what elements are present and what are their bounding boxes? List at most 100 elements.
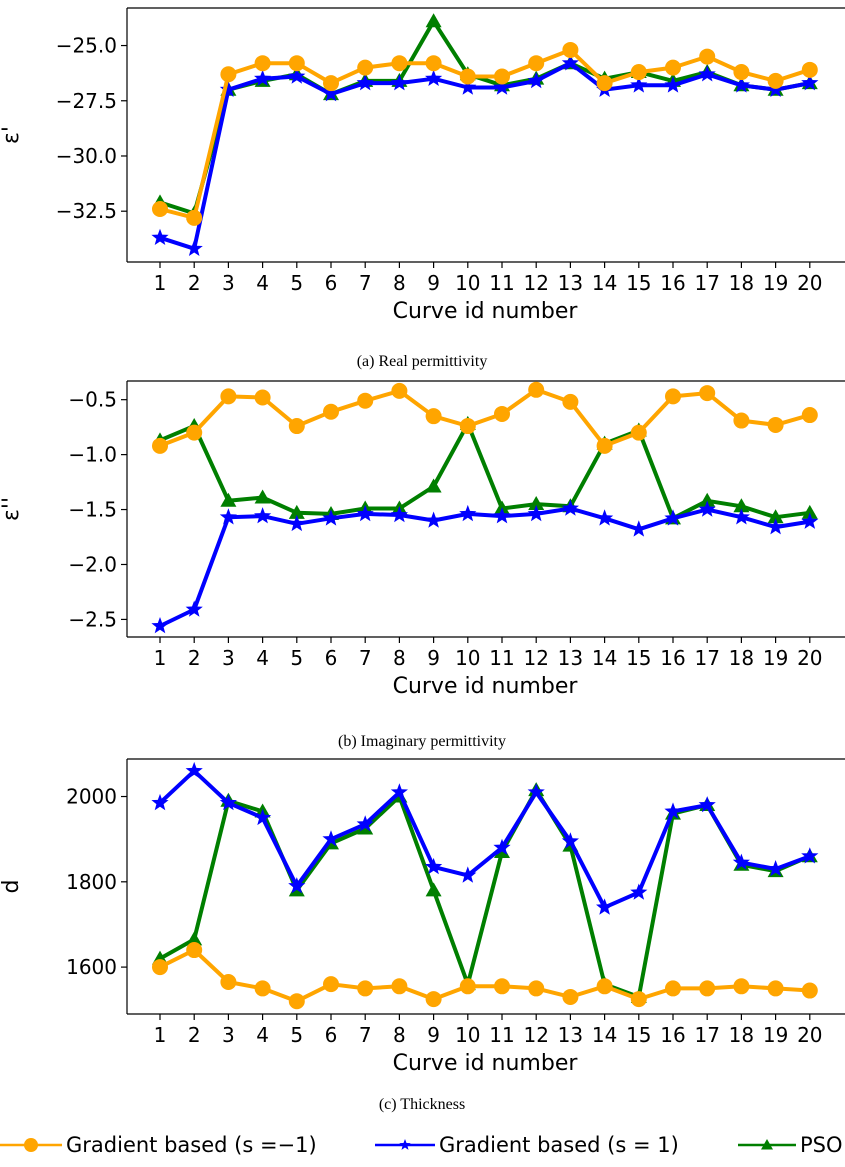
data-point [767,518,785,535]
data-point [596,75,613,92]
data-point [357,59,374,76]
x-tick-label: 5 [290,271,303,295]
data-point [493,507,511,524]
x-tick-label: 12 [523,646,548,670]
data-point [254,69,272,86]
series-pso [152,13,818,220]
x-tick-label: 15 [626,646,651,670]
data-point [494,68,510,85]
data-point [254,55,271,72]
x-tick-label: 1 [154,1023,167,1047]
x-tick-label: 5 [290,646,303,670]
data-point [219,80,237,97]
panel-imaginary-permittivity: −0.5−1.0−1.5−2.0−2.51 2 3 4 5 6 7 8 9 10 11 12 13 14 1… [0,380,845,750]
data-point [288,418,305,435]
data-point [459,418,476,435]
data-point [425,408,442,425]
data-point [630,520,648,537]
x-tick-label: 15 [626,1023,651,1047]
x-tick-label: 10 [455,646,480,670]
data-point [425,857,443,875]
data-point [767,509,784,524]
data-point [630,883,648,900]
y-axis-label: ε' [0,126,24,144]
x-tick-label: 10 [455,271,480,295]
x-tick-label: 9 [427,271,440,295]
data-point [733,498,750,513]
data-point [561,499,579,516]
data-point [220,492,237,507]
caption-real-permittivity: (a) Real permittivity [357,353,488,370]
caption-imaginary-permittivity: (b) Imaginary permittivity [338,733,506,750]
data-point [528,381,545,398]
data-point [459,866,477,883]
data-point [186,942,203,959]
data-point [185,239,203,256]
x-axis-label: Curve id number [393,674,579,699]
data-point [390,74,408,91]
data-point [323,403,339,420]
x-tick-label: 7 [359,1023,372,1047]
x-tick-label: 14 [592,1023,617,1047]
data-point [801,512,819,529]
x-tick-label: 11 [489,271,514,295]
data-point [596,509,614,526]
plot-area-real-permittivity: −25.0−27.5−30.0−32.51 2 3 4 5 6 7 8 9 10 11 12 13 14 1… [0,7,845,324]
data-point [391,382,408,399]
data-point [699,385,716,402]
y-tick-label: −30.0 [56,144,117,168]
data-point [698,796,716,813]
data-point [323,976,339,993]
data-point [732,76,750,93]
x-tick-label: 16 [660,646,685,670]
data-point [596,898,614,915]
y-tick-label: −0.5 [68,388,117,412]
data-point [323,75,339,92]
legend-label-pso: PSO [800,1133,843,1157]
legend-label-gradient-s1: Gradient based (s = 1) [439,1133,679,1157]
data-point [459,68,476,85]
data-point [801,61,818,78]
x-tick-label: 18 [729,646,754,670]
data-point [186,931,203,946]
data-point [356,815,374,832]
x-tick-label: 4 [256,646,269,670]
data-point [254,808,272,826]
data-point [528,55,545,72]
x-tick-label: 19 [763,646,788,670]
y-tick-label: 1600 [66,955,117,979]
x-tick-label: 9 [427,1023,440,1047]
data-point [391,55,408,72]
x-tick-label: 6 [325,271,338,295]
x-tick-label: 20 [797,271,822,295]
x-tick-label: 9 [427,646,440,670]
data-point [596,978,613,995]
data-point [425,55,442,72]
x-tick-label: 11 [489,1023,514,1047]
data-point [151,793,169,811]
x-tick-label: 3 [222,271,235,295]
data-point [630,424,647,441]
data-point [528,496,545,511]
data-point [801,504,818,519]
data-point [425,478,442,493]
data-point [152,959,168,976]
data-point [391,978,408,995]
data-point [527,504,545,522]
data-point [630,76,648,93]
legend-circle-marker [24,1138,38,1152]
x-tick-label: 10 [455,1023,480,1047]
data-point [801,982,818,999]
data-point [254,980,271,997]
legend-label-gradient-s-minus1: Gradient based (s =−1) [66,1133,317,1157]
series-gradient-based-s-1 [152,381,818,454]
data-point [562,393,579,410]
y-axis-label: ε'' [0,497,24,521]
data-point [425,13,442,28]
series-pso [152,415,818,525]
y-tick-label: −32.5 [56,199,117,223]
x-tick-label: 13 [558,646,583,670]
